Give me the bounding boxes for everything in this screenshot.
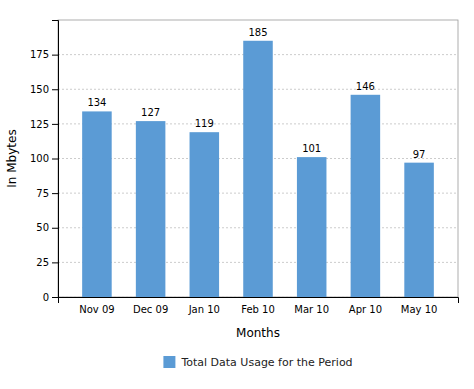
data-label: 127 [141,107,160,118]
bar [297,157,327,297]
y-tick-label: 50 [36,222,49,233]
data-labels: 134 127 119 185 101 146 97 [87,27,425,160]
y-tick: 75 [36,188,58,199]
axis-domain [52,21,59,298]
y-tick-mark [52,297,58,298]
x-tick: Jan 10 [188,304,220,315]
y-tick-mark [52,228,58,229]
x-axis: Nov 09 Dec 09 Jan 10 Feb 10 Mar 10 Apr 10 May … [59,298,459,316]
y-tick-mark [52,55,58,56]
chart: 0 25 50 75 100 125 150 175 Nov 09 Dec 09 Jan 10 Feb… [0,0,474,389]
y-tick-mark [52,193,58,194]
plot-frame [58,20,458,297]
plot: 0 25 50 75 100 125 150 175 Nov 09 Dec 09 Jan 10 Feb… [30,20,459,315]
x-tick-label: Apr 10 [349,304,382,315]
legend-swatch [163,356,175,368]
y-tick-mark [52,159,58,160]
x-tick: Apr 10 [349,304,382,315]
x-tick-label: May 10 [401,304,438,315]
bar [404,163,434,297]
bars [82,41,434,297]
y-axis-title: In Mbytes [5,129,19,187]
y-tick: 50 [36,222,58,233]
bar [136,121,166,297]
y-tick-label: 100 [30,153,49,164]
bar [351,95,381,297]
data-label: 146 [356,81,375,92]
y-tick: 150 [30,84,58,95]
bar [190,132,220,297]
y-tick: 125 [30,119,58,130]
x-tick: May 10 [401,304,438,315]
data-label: 119 [195,118,214,129]
y-tick: 175 [30,49,58,60]
axis-domain [59,298,459,304]
bar [243,41,273,297]
x-tick-label: Dec 09 [133,304,168,315]
x-tick: Feb 10 [241,304,275,315]
y-tick-label: 150 [30,84,49,95]
x-tick: Mar 10 [294,304,329,315]
y-axis: 0 25 50 75 100 125 150 175 [30,21,59,303]
x-tick: Dec 09 [133,304,168,315]
y-tick-label: 125 [30,119,49,130]
x-tick-label: Mar 10 [294,304,329,315]
data-label: 97 [413,149,426,160]
y-tick: 0 [43,292,58,303]
x-tick: Nov 09 [79,304,114,315]
legend-item: Total Data Usage for the Period [163,356,352,369]
legend-label: Total Data Usage for the Period [180,356,352,369]
y-tick-label: 25 [36,257,49,268]
data-label: 101 [302,143,321,154]
x-tick-label: Feb 10 [241,304,275,315]
x-tick-label: Jan 10 [188,304,220,315]
y-tick-label: 175 [30,49,49,60]
y-tick: 25 [36,257,58,268]
x-axis-title: Months [236,326,280,340]
y-tick: 100 [30,153,58,164]
y-tick-mark [52,262,58,263]
y-tick-mark [52,124,58,125]
y-tick-label: 75 [36,188,49,199]
legend: Total Data Usage for the Period [163,356,352,369]
y-tick-label: 0 [43,292,49,303]
y-tick-mark [52,89,58,90]
data-label: 185 [248,27,267,38]
data-label: 134 [87,97,106,108]
bar [82,111,112,297]
x-tick-label: Nov 09 [79,304,114,315]
